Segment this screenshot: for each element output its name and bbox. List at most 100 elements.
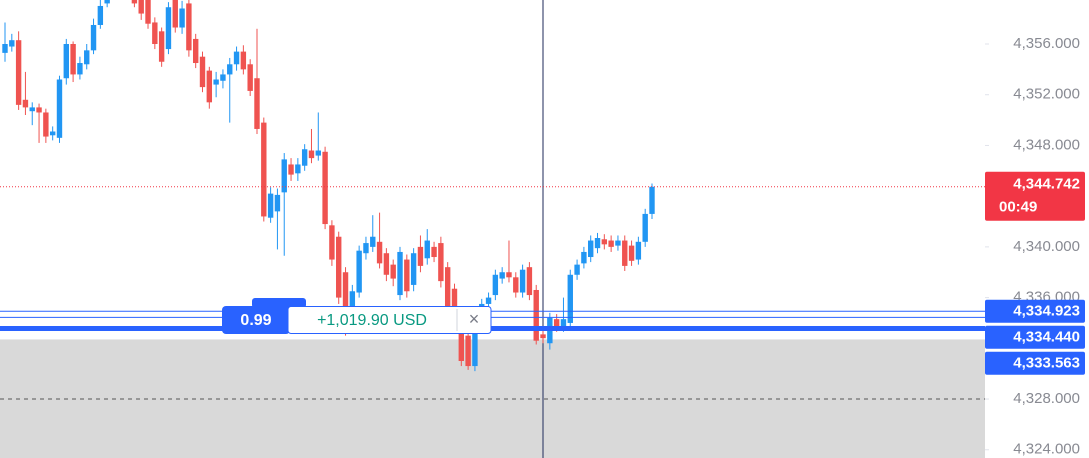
candle-body xyxy=(410,253,417,285)
quantity-box xyxy=(222,306,290,334)
candle-body xyxy=(342,272,349,331)
candle-body xyxy=(247,64,253,91)
candle-body xyxy=(186,3,192,51)
candle-body xyxy=(628,245,635,261)
candle-body xyxy=(84,50,90,65)
y-tick-label: 4,324.000 xyxy=(1013,441,1080,458)
candle-body xyxy=(131,0,138,4)
candle-body xyxy=(29,107,35,112)
candle-body xyxy=(63,43,69,79)
candle-body xyxy=(77,63,83,75)
candle-body xyxy=(274,194,281,212)
candle-body xyxy=(49,131,56,136)
candle-body xyxy=(36,107,42,113)
candle-body xyxy=(588,240,594,258)
candle-body xyxy=(138,0,144,14)
close-button[interactable]: × xyxy=(469,309,480,329)
countdown: 00:49 xyxy=(999,199,1037,216)
axis-layer: 4,356.000 4,352.000 4,348.000 4,340.000 4,33… xyxy=(985,35,1080,458)
candle-body xyxy=(315,150,321,156)
candle-body xyxy=(97,5,104,25)
candle-body xyxy=(376,241,383,264)
candle-body xyxy=(192,38,199,64)
quantity: 0.99 xyxy=(240,312,271,329)
candle-body xyxy=(608,240,614,247)
candle-body xyxy=(581,251,587,264)
candle-body xyxy=(642,213,648,242)
order-label: 4,334.440 xyxy=(1013,329,1080,346)
candle-body xyxy=(227,64,233,75)
candle-body xyxy=(2,43,8,53)
candle-body xyxy=(158,31,165,62)
candle-body xyxy=(622,240,628,266)
candle-body xyxy=(261,122,267,217)
candle-body xyxy=(506,272,512,278)
candle-body xyxy=(615,240,621,246)
candle-body xyxy=(594,238,601,249)
y-tick-label: 4,356.000 xyxy=(1013,35,1080,52)
order-label: 4,334.923 xyxy=(1013,303,1080,320)
candle-body xyxy=(540,334,546,339)
candle-body xyxy=(233,51,240,65)
candle-body xyxy=(213,79,219,85)
candle-body xyxy=(519,269,526,293)
order-label: 4,333.563 xyxy=(1013,355,1080,372)
candle-body xyxy=(485,297,492,304)
candle-body xyxy=(281,159,287,193)
candle-body xyxy=(206,70,213,103)
candle-body xyxy=(43,112,49,137)
candle-body xyxy=(451,288,458,311)
candle-body xyxy=(15,40,22,105)
candle-body xyxy=(404,259,410,292)
candle-body xyxy=(267,193,274,218)
candle-body xyxy=(492,274,499,296)
candle-body xyxy=(104,0,110,4)
candle-body xyxy=(513,277,519,293)
order-label-box xyxy=(985,299,1085,323)
candle-body xyxy=(165,7,172,50)
candle-body xyxy=(145,0,151,24)
candle-body xyxy=(363,243,369,254)
price-lines xyxy=(0,186,985,331)
pnl: +1,019.90 USD xyxy=(317,312,427,329)
candle-body xyxy=(295,164,301,174)
y-tick-label: 4,340.000 xyxy=(1013,238,1080,255)
y-tick-label: 4,352.000 xyxy=(1013,86,1080,103)
order-label-box xyxy=(985,325,1085,349)
candle-body xyxy=(70,43,76,75)
candle-body xyxy=(444,267,451,313)
candles xyxy=(2,0,655,372)
candle-body xyxy=(220,74,226,81)
candle-body xyxy=(356,250,362,293)
candle-body xyxy=(560,319,567,327)
y-tick-label: 4,328.000 xyxy=(1013,390,1080,407)
candle-body xyxy=(254,78,260,129)
price-labels: 4,344.742 00:49 4,334.923 4,334.440 4,333.56… xyxy=(985,171,1085,375)
candle-body xyxy=(308,150,315,159)
candle-body xyxy=(199,56,206,88)
candle-body xyxy=(417,246,424,266)
candle-body xyxy=(336,236,342,298)
order-label-box xyxy=(985,351,1085,375)
position-badge: 0.99 +1,019.90 USD × xyxy=(222,298,492,334)
pnl-box xyxy=(287,306,492,334)
zone-layer xyxy=(0,339,985,458)
candle-body xyxy=(383,253,390,275)
badge-tab xyxy=(252,298,306,308)
candle-body xyxy=(9,40,15,47)
candle-body xyxy=(179,8,185,28)
candle-body xyxy=(322,151,328,225)
last-price-label: 4,344.742 xyxy=(1013,176,1080,193)
candle-body xyxy=(22,99,29,108)
candle-body xyxy=(240,51,247,70)
candle-body xyxy=(553,319,560,327)
candle-body xyxy=(465,335,471,367)
candle-body xyxy=(370,236,376,247)
candle-body xyxy=(329,225,335,260)
y-tick-label: 4,348.000 xyxy=(1013,136,1080,153)
candle-body xyxy=(649,186,655,214)
candle-body xyxy=(431,246,437,258)
candle-body xyxy=(56,79,63,138)
